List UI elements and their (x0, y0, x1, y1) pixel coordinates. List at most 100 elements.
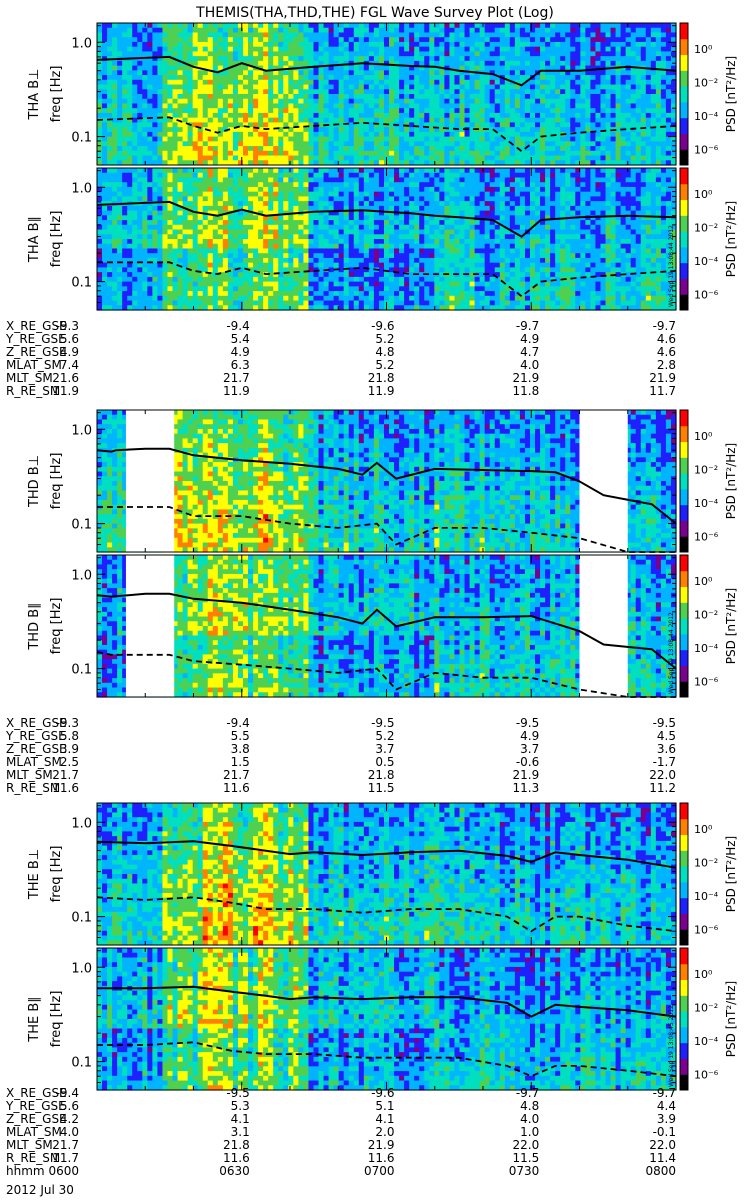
spectrogram-cell (112, 177, 118, 183)
spectrogram-cell (555, 98, 561, 105)
spectrogram-cell (197, 56, 204, 62)
spectrogram-cell (298, 155, 305, 161)
spectrogram-cell (303, 131, 310, 138)
spectrogram-cell (635, 136, 642, 142)
spectrogram-cell (519, 146, 526, 152)
spectrogram-cell (293, 79, 299, 86)
spectrogram-cell (273, 253, 279, 259)
spectrogram-cell (419, 94, 425, 100)
spectrogram-cell (202, 89, 209, 95)
spectrogram-cell (414, 84, 420, 90)
spectrogram-cell (394, 117, 400, 123)
spectrogram-cell (313, 32, 320, 38)
spectrogram-cell (122, 41, 128, 48)
spectrogram-cell (499, 79, 506, 86)
spectrogram-cell (550, 79, 556, 86)
spectrogram-cell (313, 155, 320, 161)
spectrogram-cell (620, 103, 627, 109)
spectrogram-cell (575, 136, 581, 142)
spectrogram-cell (117, 220, 123, 226)
spectrogram-cell (248, 23, 254, 29)
spectrogram-cell (620, 27, 627, 34)
spectrogram-cell (555, 136, 561, 142)
spectrogram-cell (323, 295, 330, 302)
spectrogram-cell (665, 84, 672, 90)
spectrogram-cell (318, 136, 325, 142)
spectrogram-cell (152, 131, 159, 138)
spectrogram-cell (600, 32, 607, 38)
spectrogram-cell (318, 257, 325, 264)
spectrogram-cell (202, 65, 209, 71)
spectrogram-cell (232, 127, 239, 133)
spectrogram-cell (278, 108, 284, 114)
spectrogram-cell (207, 108, 214, 114)
spectrogram-cell (207, 281, 214, 287)
spectrogram-cell (389, 60, 395, 67)
spectrogram-cell (620, 23, 627, 29)
spectrogram-cell (237, 37, 244, 43)
spectrogram-cell (212, 201, 219, 207)
spectrogram-cell (293, 205, 299, 212)
spectrogram-cell (449, 32, 456, 38)
spectrogram-cell (157, 305, 164, 311)
spectrogram-cell (318, 281, 325, 287)
spectrogram-cell (499, 51, 506, 57)
spectrogram-cell (167, 234, 174, 240)
spectrogram-cell (207, 136, 214, 142)
spectrogram-cell (107, 75, 113, 81)
spectrogram-cell (338, 79, 345, 86)
spectrogram-cell (303, 191, 310, 197)
spectrogram-cell (117, 295, 123, 302)
spectrogram-cell (137, 155, 143, 161)
spectrogram-cell (570, 103, 576, 109)
spectrogram-cell (378, 75, 385, 81)
spectrogram-cell (499, 136, 506, 142)
spectrogram-cell (318, 70, 325, 76)
spectrogram-cell (454, 112, 461, 119)
spectrogram-cell (197, 168, 204, 174)
spectrogram-cell (278, 177, 284, 183)
spectrogram-cell (575, 141, 581, 147)
spectrogram-cell (313, 168, 320, 174)
spectrogram-cell (192, 155, 199, 161)
spectrogram-cell (358, 51, 365, 57)
spectrogram-cell (484, 98, 491, 105)
spectrogram-cell (132, 191, 138, 197)
spectrogram-cell (122, 229, 128, 235)
spectrogram-cell (142, 220, 148, 226)
spectrogram-cell (414, 23, 420, 29)
spectrogram-cell (540, 150, 546, 157)
spectrogram-cell (328, 248, 335, 254)
spectrogram-cell (484, 155, 491, 161)
spectrogram-cell (122, 136, 128, 142)
spectrogram-cell (288, 257, 294, 264)
spectrogram-cell (514, 56, 521, 62)
spectrogram-cell (368, 46, 375, 52)
spectrogram-cell (343, 94, 350, 100)
spectrogram-cell (127, 51, 133, 57)
spectrogram-cell (625, 150, 632, 157)
spectrogram-cell (650, 94, 657, 100)
spectrogram-cell (625, 117, 632, 123)
spectrogram-cell (182, 224, 189, 231)
spectrogram-cell (323, 70, 330, 76)
spectrogram-cell (318, 286, 325, 292)
spectrogram-cell (630, 112, 637, 119)
spectrogram-cell (97, 94, 103, 100)
spectrogram-cell (303, 141, 310, 147)
spectrogram-cell (308, 300, 315, 306)
spectrogram-cell (585, 46, 591, 52)
spectrogram-cell (232, 182, 239, 188)
spectrogram-cell (363, 41, 370, 48)
spectrogram-cell (560, 84, 566, 90)
spectrogram-cell (253, 253, 259, 259)
spectrogram-cell (127, 186, 133, 193)
spectrogram-cell (318, 205, 325, 212)
spectrogram-cell (318, 272, 325, 278)
spectrogram-cell (147, 108, 153, 114)
spectrogram-cell (434, 84, 440, 90)
spectrogram-cell (157, 191, 164, 197)
spectrogram-cell (353, 23, 360, 29)
spectrogram-cell (268, 191, 274, 197)
spectrogram-cell (338, 108, 345, 114)
